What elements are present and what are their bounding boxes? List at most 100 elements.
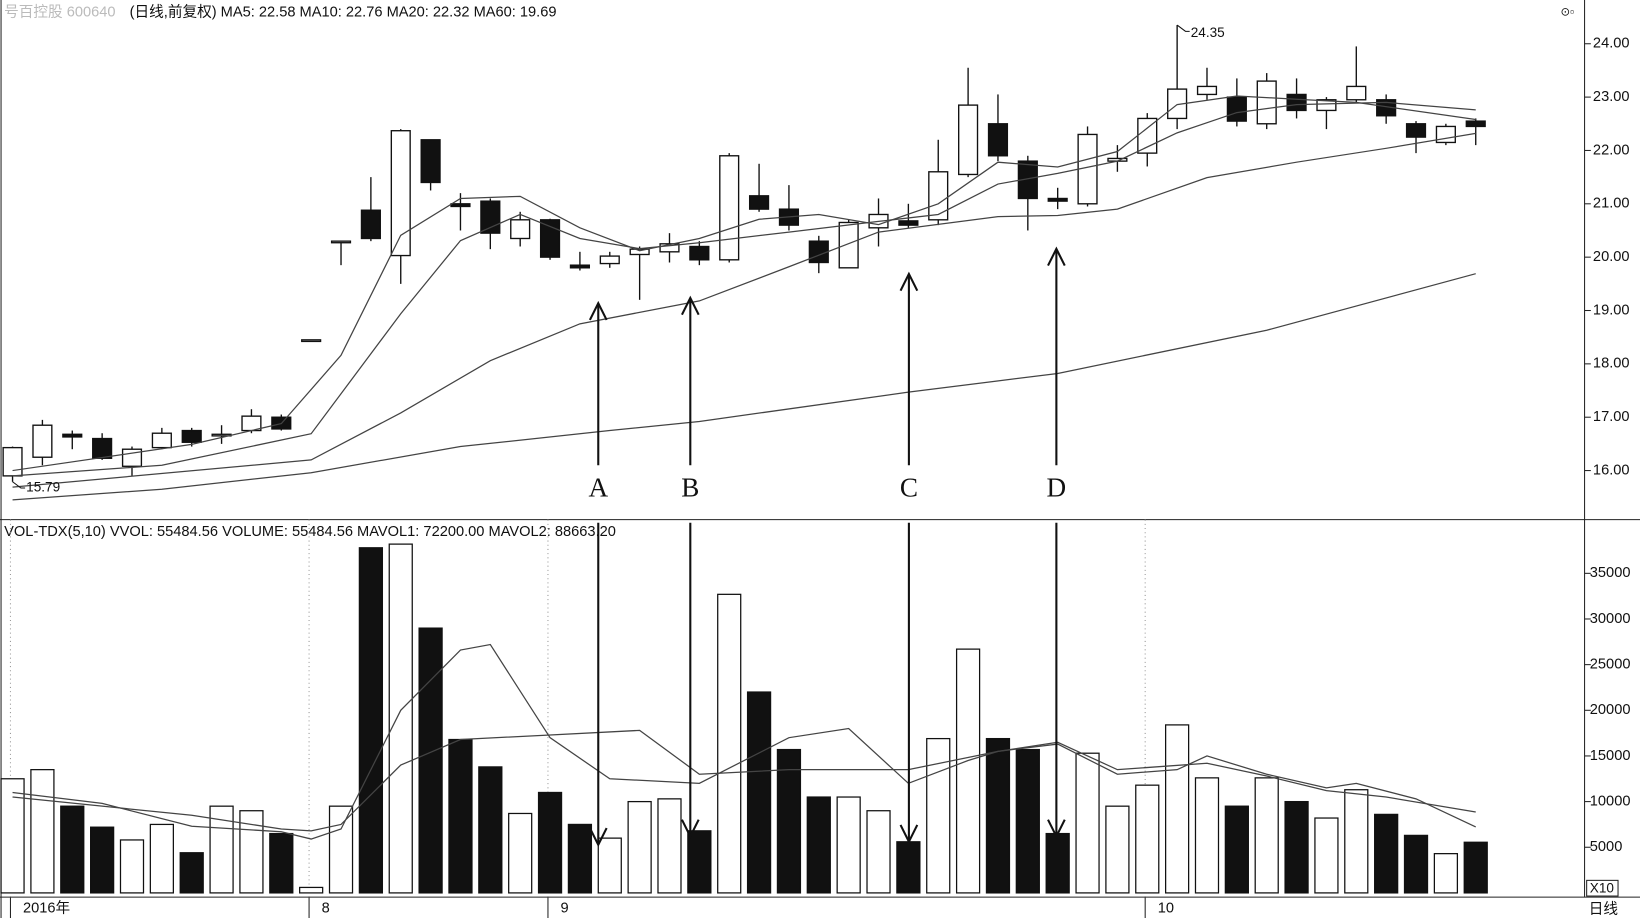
- annotation-label: C: [900, 473, 918, 503]
- y-tick-label: 17.00: [1593, 409, 1630, 425]
- volume-bar: [687, 830, 712, 894]
- high-label: 24.35: [1191, 25, 1225, 40]
- vol-ma-line: [12, 643, 1477, 840]
- volume-bar: [1433, 853, 1459, 894]
- volume-bar: [299, 886, 324, 894]
- candle-body: [1286, 93, 1307, 112]
- y-tick-label: 22.00: [1593, 142, 1630, 158]
- volume-bar: [1403, 834, 1429, 894]
- candle-body: [360, 209, 381, 240]
- volume-bar: [358, 547, 384, 894]
- candle-body: [599, 255, 620, 265]
- volume-bar: [1374, 813, 1399, 894]
- candle-body: [689, 245, 710, 261]
- candle-body: [450, 203, 471, 208]
- candle-body: [1465, 120, 1486, 128]
- volume-bar: [1075, 752, 1100, 894]
- candle-body: [1346, 85, 1367, 101]
- volume-bar: [90, 826, 115, 894]
- candle-body: [92, 437, 113, 459]
- candle-body: [390, 130, 411, 257]
- volume-bar: [60, 805, 85, 894]
- volume-bar: [388, 543, 413, 894]
- volume-bar: [239, 810, 264, 894]
- annotation-label: A: [588, 473, 608, 503]
- candle-body: [659, 243, 680, 253]
- volume-bar: [985, 737, 1011, 894]
- volume-bar: [1045, 832, 1070, 894]
- ma-line: [12, 132, 1476, 488]
- stock-code: 号百控股 600640: [4, 3, 115, 20]
- ma-line: [12, 95, 1476, 472]
- y2-tick-label: 35000: [1590, 565, 1631, 581]
- y2-tick-label: 5000: [1590, 839, 1623, 855]
- candle-body: [719, 155, 740, 261]
- volume-bar: [567, 823, 593, 894]
- y-tick-label: 24.00: [1593, 36, 1630, 52]
- volume-bar: [1135, 784, 1160, 894]
- unit-box: [1586, 879, 1619, 897]
- volume-bar: [597, 837, 622, 894]
- volume-bar: [746, 691, 772, 894]
- volume-bar: [1314, 817, 1339, 894]
- candle-body: [151, 432, 172, 449]
- ma-line: [12, 273, 1476, 501]
- toolbar-icon[interactable]: ⊙▫: [1561, 7, 1575, 19]
- volume-bar: [0, 778, 25, 894]
- volume-bar: [926, 737, 951, 894]
- volume-bar: [1344, 789, 1369, 894]
- y-tick-label: 19.00: [1593, 302, 1630, 318]
- y-tick-label: 18.00: [1593, 356, 1630, 372]
- volume-bar: [1224, 805, 1249, 894]
- volume-bar: [537, 791, 563, 894]
- ma-line: [12, 101, 1476, 477]
- y2-tick-label: 20000: [1590, 702, 1631, 718]
- volume-bar: [269, 832, 294, 894]
- y2-tick-label: 30000: [1590, 611, 1631, 627]
- y-tick-label: 21.00: [1593, 196, 1630, 212]
- volume-bar: [149, 823, 174, 894]
- volume-bar: [627, 800, 652, 894]
- arrowhead: [899, 824, 919, 845]
- candle-body: [510, 219, 531, 240]
- candle-body: [898, 220, 919, 226]
- y-tick-label: 23.00: [1593, 89, 1630, 105]
- candle-body: [2, 446, 23, 477]
- volume-unit: X10: [1590, 880, 1615, 895]
- high-pointer: [1176, 24, 1190, 32]
- y2-tick-label: 15000: [1590, 748, 1631, 764]
- volume-bar: [1194, 777, 1220, 894]
- candle-body: [330, 240, 352, 244]
- y2-tick-label: 10000: [1590, 793, 1631, 809]
- arrowhead: [681, 295, 700, 316]
- candle-body: [539, 219, 561, 258]
- y-tick-label: 20.00: [1593, 249, 1630, 265]
- volume-bar: [836, 796, 861, 894]
- candle-body: [1405, 123, 1427, 138]
- volume-bar: [30, 769, 55, 894]
- y-tick-label: 16.00: [1593, 462, 1630, 478]
- candle-body: [748, 195, 770, 210]
- volume-bar: [657, 798, 682, 894]
- arrowhead: [588, 827, 608, 848]
- volume-bar: [1015, 748, 1040, 894]
- volume-bar: [717, 593, 742, 894]
- volume-bar: [1105, 805, 1130, 894]
- candle-body: [838, 221, 859, 269]
- candle-body: [928, 171, 949, 221]
- candle-body: [958, 104, 979, 176]
- volume-bar: [866, 810, 891, 894]
- candle-body: [32, 424, 53, 458]
- y2-tick-label: 25000: [1590, 657, 1631, 673]
- volume-bar: [1254, 777, 1279, 894]
- x-tick-label: 9: [561, 900, 569, 916]
- candle-body: [420, 139, 441, 184]
- period-label: 日线: [1589, 901, 1619, 918]
- low-pointer: [12, 481, 26, 489]
- low-label: 15.79: [26, 480, 60, 495]
- arrowhead: [899, 271, 919, 292]
- candle-body: [569, 264, 591, 269]
